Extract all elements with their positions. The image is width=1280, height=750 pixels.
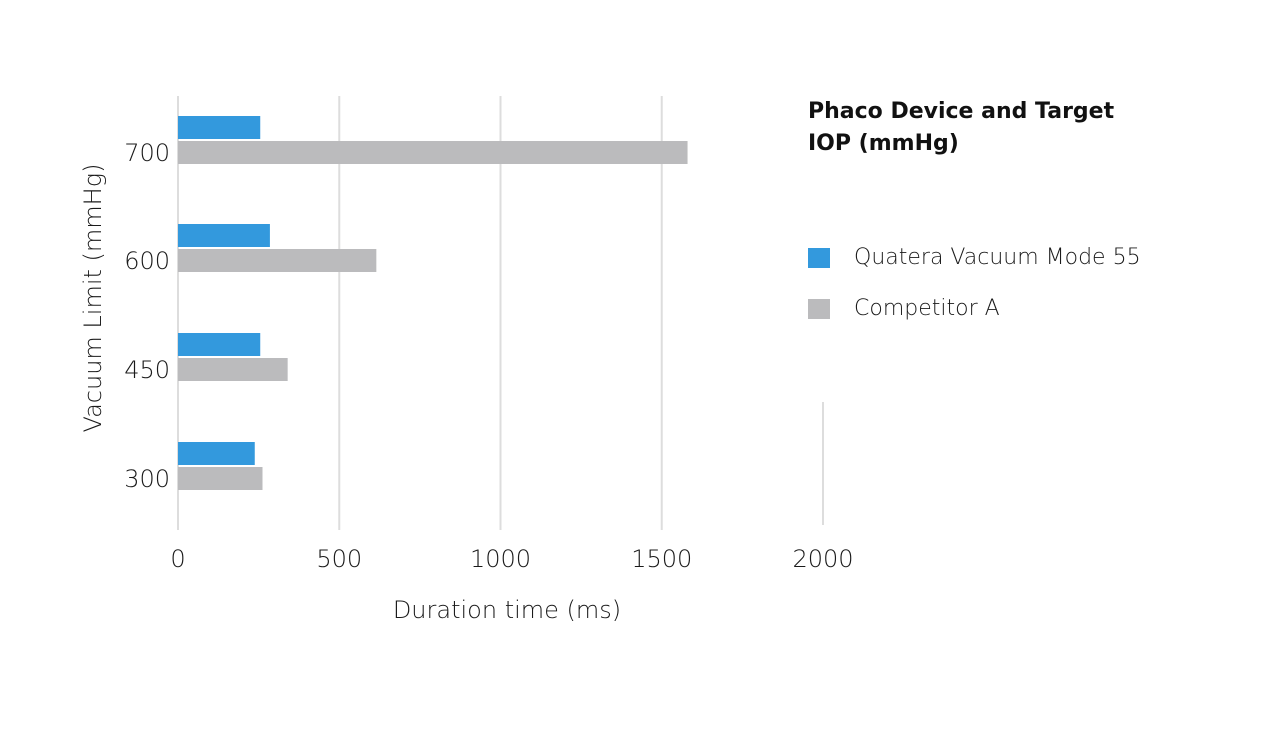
bar-600-quatera [178, 224, 270, 247]
bar-300-competitor-a [178, 467, 263, 490]
legend-item-competitor-a: Competitor A [808, 283, 1228, 334]
legend-swatch-quatera [808, 247, 830, 268]
y-tick-label-600: 600 [124, 247, 170, 275]
x-tick-label-2000: 2000 [792, 545, 853, 573]
x-tick-label-0: 0 [170, 545, 185, 573]
bar-450-quatera [178, 333, 261, 356]
legend-items: Quatera Vacuum Mode 55 Competitor A [808, 232, 1228, 334]
legend-label-quatera: Quatera Vacuum Mode 55 [854, 245, 1141, 270]
y-tick-label-300: 300 [124, 465, 170, 493]
bar-450-competitor-a [178, 358, 288, 381]
legend-item-quatera: Quatera Vacuum Mode 55 [808, 232, 1228, 283]
y-tick-labels: 700 600 450 300 [124, 139, 170, 493]
bar-700-competitor-a [178, 141, 688, 164]
legend-title: Phaco Device and Target IOP (mmHg) [808, 99, 1115, 156]
bars [178, 116, 688, 490]
x-tick-label-1000: 1000 [470, 545, 531, 573]
x-tick-label-500: 500 [316, 545, 362, 573]
legend-label-competitor-a: Competitor A [854, 296, 1000, 321]
bar-300-quatera [178, 442, 255, 465]
y-tick-label-450: 450 [124, 356, 170, 384]
y-axis-title: Vacuum Limit (mmHg) [79, 164, 107, 433]
legend-swatch-competitor-a [808, 298, 830, 319]
legend: Phaco Device and Target IOP (mmHg) Quate… [808, 96, 1228, 334]
y-tick-label-700: 700 [124, 139, 170, 167]
x-tick-label-1500: 1500 [631, 545, 692, 573]
bar-600-competitor-a [178, 249, 377, 272]
x-tick-labels: 0 500 1000 1500 2000 [170, 545, 853, 573]
bar-700-quatera [178, 116, 261, 139]
x-axis-title: Duration time (ms) [393, 596, 621, 624]
